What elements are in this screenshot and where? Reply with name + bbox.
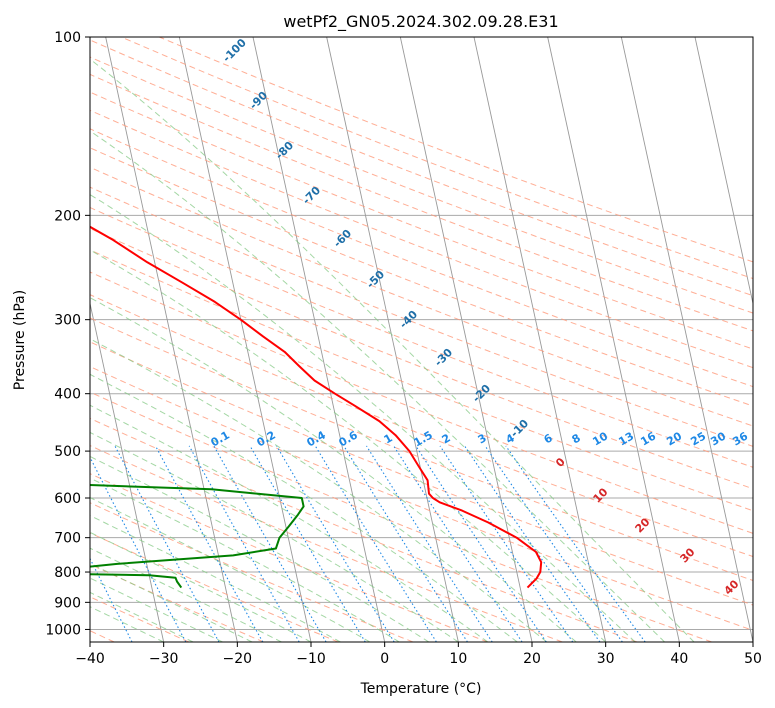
y-tick-label: 800 xyxy=(54,565,81,581)
mixing-ratio-line xyxy=(249,445,366,642)
moist-adiabat-line xyxy=(90,404,489,642)
dry-adiabat-line xyxy=(90,249,753,512)
y-tick-label: 500 xyxy=(54,444,81,460)
x-tick-label: −30 xyxy=(149,651,179,667)
dry-adiabat-line xyxy=(90,186,753,447)
isotherm-line xyxy=(473,37,607,642)
plot-area xyxy=(90,37,753,642)
x-tick-label: 10 xyxy=(449,651,467,667)
isotherm-line xyxy=(620,37,753,642)
x-axis-ticks: −40 −30 −20 −10 0 10 20 30 40 50 xyxy=(75,642,762,667)
plot-frame xyxy=(89,36,754,643)
dry-adiabat-line xyxy=(90,596,190,642)
y-tick-label: 100 xyxy=(54,30,81,46)
moist-adiabat-line xyxy=(90,373,518,642)
moist-adiabat-line xyxy=(90,431,459,642)
moist-adiabat-line xyxy=(90,477,400,642)
isotherm-line xyxy=(326,37,459,642)
dry-adiabat-line xyxy=(90,366,753,631)
dry-adiabat-line xyxy=(90,444,563,642)
dry-adiabat-line xyxy=(90,128,753,388)
mixing-ratio-line xyxy=(314,445,437,642)
moist-adiabats xyxy=(90,58,695,642)
moist-adiabat-line xyxy=(90,514,341,642)
mixing-ratio-line xyxy=(276,445,395,642)
y-tick-label: 200 xyxy=(54,208,81,224)
mixing-ratio-lines xyxy=(90,445,646,642)
sounding-series xyxy=(90,225,543,589)
y-axis-ticks: 100 200 300 400 500 600 700 800 900 1000 xyxy=(45,30,90,638)
x-tick-label: 40 xyxy=(670,651,688,667)
isotherm-line xyxy=(399,37,533,642)
mixing-ratio-line xyxy=(464,445,601,642)
y-tick-label: 300 xyxy=(54,313,81,329)
moist-adiabat-line xyxy=(90,130,665,642)
x-axis-title: Temperature (°C) xyxy=(360,681,482,697)
y-tick-label: 1000 xyxy=(45,622,81,638)
dry-adiabats xyxy=(90,37,753,642)
mixing-ratio-line xyxy=(366,445,493,642)
dry-adiabat-line xyxy=(90,91,753,350)
y-tick-label: 600 xyxy=(54,491,81,507)
dry-adiabat-line xyxy=(90,473,488,642)
x-tick-label: −10 xyxy=(296,651,326,667)
mixing-ratio-line xyxy=(393,445,523,642)
mixing-ratio-line xyxy=(439,445,574,642)
dry-adiabat-line xyxy=(90,563,264,642)
y-tick-label: 700 xyxy=(54,531,81,547)
mixing-ratio-line xyxy=(90,557,133,642)
moist-adiabat-line xyxy=(90,249,607,642)
isotherm-line xyxy=(252,37,386,642)
mixing-ratio-line xyxy=(415,445,547,642)
mixing-ratio-line xyxy=(484,445,623,642)
x-tick-label: 0 xyxy=(380,651,389,667)
dry-adiabat-line xyxy=(90,147,753,407)
moist-adiabat-line xyxy=(90,547,282,642)
dry-adiabat-line xyxy=(90,417,638,642)
mixing-ratio-line xyxy=(343,445,468,642)
dry-adiabat-line xyxy=(90,227,753,490)
isotherm-line xyxy=(547,37,680,642)
dry-adiabat-line xyxy=(90,502,414,642)
chart-title: wetPf2_GN05.2024.302.09.28.E31 xyxy=(283,12,558,32)
x-tick-label: 20 xyxy=(523,651,541,667)
moist-adiabat-line xyxy=(90,297,577,642)
y-tick-label: 900 xyxy=(54,595,81,611)
temperature-profile-line xyxy=(90,225,543,589)
x-tick-label: 50 xyxy=(744,651,762,667)
y-axis-title: Pressure (hPa) xyxy=(12,290,28,390)
mixing-ratio-line xyxy=(213,445,327,642)
dry-adiabat-line xyxy=(90,39,753,297)
dry-adiabat-line xyxy=(90,73,753,332)
x-tick-label: 30 xyxy=(597,651,615,667)
dry-adiabat-line xyxy=(90,317,753,581)
dry-adiabat-line xyxy=(90,341,753,606)
dewpoint-profile-line xyxy=(90,484,305,589)
dry-adiabat-line xyxy=(90,271,753,534)
y-tick-label: 400 xyxy=(54,387,81,403)
dry-adiabat-line xyxy=(90,391,712,642)
x-tick-label: −40 xyxy=(75,651,105,667)
moist-adiabat-line xyxy=(90,455,430,642)
moist-adiabat-line xyxy=(90,194,636,642)
isotherm-line xyxy=(105,37,238,642)
mixing-ratio-line xyxy=(155,445,264,642)
isotherm-grid xyxy=(90,37,753,642)
moist-adiabat-line xyxy=(90,531,312,642)
x-tick-label: −20 xyxy=(223,651,253,667)
isotherm-line xyxy=(694,37,753,306)
